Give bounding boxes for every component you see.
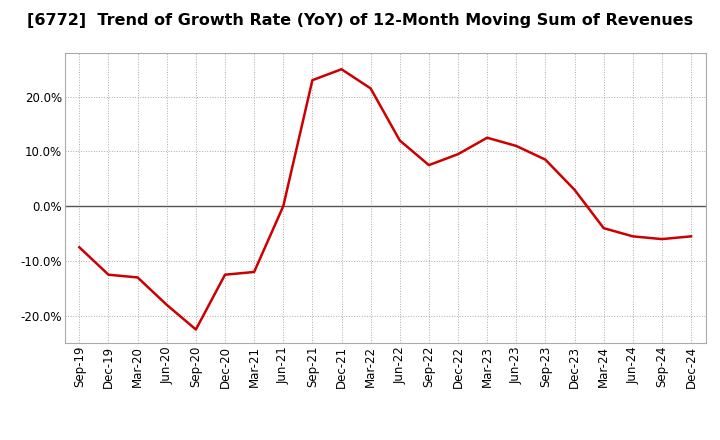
Text: [6772]  Trend of Growth Rate (YoY) of 12-Month Moving Sum of Revenues: [6772] Trend of Growth Rate (YoY) of 12-… [27, 13, 693, 28]
